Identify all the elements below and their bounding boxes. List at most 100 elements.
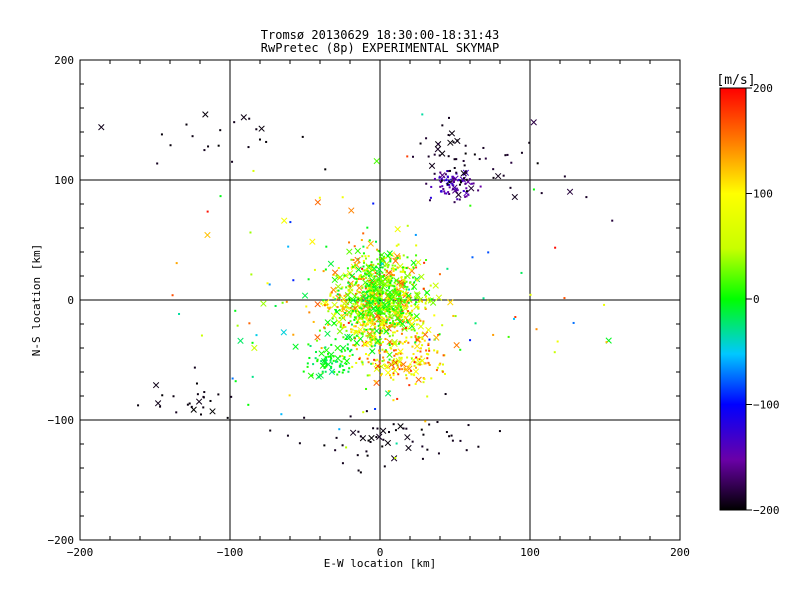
echo-dot-marker xyxy=(421,113,424,116)
echo-dot-marker xyxy=(325,359,328,362)
echo-dot-marker xyxy=(406,224,409,227)
echo-x-marker xyxy=(362,303,369,310)
echo-x-marker xyxy=(428,162,436,169)
echo-dot-marker xyxy=(393,358,396,361)
echo-dot-marker xyxy=(410,304,413,307)
echo-dot-marker xyxy=(384,350,387,353)
echo-dot-marker xyxy=(363,305,366,308)
echo-dot-marker xyxy=(367,318,370,321)
echo-dot-marker xyxy=(219,129,222,132)
echo-dot-marker xyxy=(363,330,366,333)
echo-x-marker xyxy=(397,348,404,355)
echo-dot-marker xyxy=(477,445,480,448)
echo-dot-marker xyxy=(399,306,402,309)
echo-x-marker xyxy=(344,292,352,299)
echo-dot-marker xyxy=(422,381,425,384)
echo-dot-marker xyxy=(426,395,429,398)
echo-dot-marker xyxy=(336,289,339,292)
echo-dot-marker xyxy=(403,301,406,304)
echo-x-marker xyxy=(346,270,354,277)
echo-dot-marker xyxy=(415,338,418,341)
colorbar xyxy=(719,87,747,511)
echo-x-marker xyxy=(376,266,383,273)
echo-dot-marker xyxy=(372,282,375,285)
echo-dot-marker xyxy=(328,307,331,310)
echo-dot-marker xyxy=(364,311,367,314)
echo-dot-marker xyxy=(459,348,462,351)
echo-dot-marker xyxy=(413,361,416,364)
echo-dot-marker xyxy=(416,349,419,352)
echo-dot-marker xyxy=(372,301,375,304)
echo-dot-marker xyxy=(416,292,419,295)
echo-dot-marker xyxy=(347,321,350,324)
echo-dot-marker xyxy=(375,363,378,366)
echo-x-marker xyxy=(394,309,402,316)
echo-dot-marker xyxy=(334,360,337,363)
echo-dot-marker xyxy=(366,454,369,457)
echo-dot-marker xyxy=(351,309,354,312)
echo-dot-marker xyxy=(369,340,372,343)
echo-x-marker xyxy=(343,357,351,365)
echo-dot-marker xyxy=(363,261,366,264)
echo-dot-marker xyxy=(374,297,377,300)
echo-dot-marker xyxy=(368,316,371,319)
echo-dot-marker xyxy=(372,331,375,334)
echo-x-marker xyxy=(362,341,369,348)
echo-dot-marker xyxy=(390,279,393,282)
echo-dot-marker xyxy=(394,268,397,271)
echo-x-marker xyxy=(202,111,209,118)
echo-dot-marker xyxy=(381,271,384,274)
echo-dot-marker xyxy=(392,292,395,295)
echo-x-marker xyxy=(376,433,383,440)
echo-dot-marker xyxy=(388,342,391,345)
echo-dot-marker xyxy=(369,336,372,339)
echo-dot-marker xyxy=(361,324,364,327)
echo-dot-marker xyxy=(360,300,363,303)
echo-dot-marker xyxy=(385,321,388,324)
echo-dot-marker xyxy=(396,266,399,269)
echo-dot-marker xyxy=(430,298,433,301)
echo-dot-marker xyxy=(528,141,531,144)
echo-x-marker xyxy=(495,172,502,180)
echo-dot-marker xyxy=(381,302,384,305)
echo-dot-marker xyxy=(324,268,327,271)
echo-dot-marker xyxy=(362,232,365,235)
echo-dot-marker xyxy=(340,322,343,325)
echo-dot-marker xyxy=(353,306,356,309)
echo-dot-marker xyxy=(419,363,422,366)
echo-dot-marker xyxy=(405,288,408,291)
echo-dot-marker xyxy=(382,438,385,441)
echo-x-marker xyxy=(347,285,354,292)
echo-dot-marker xyxy=(367,279,370,282)
echo-dot-marker xyxy=(419,350,422,353)
echo-dot-marker xyxy=(404,327,407,330)
echo-dot-marker xyxy=(353,318,356,321)
echo-dot-marker xyxy=(324,168,327,171)
echo-dot-marker xyxy=(406,266,409,269)
echo-dot-marker xyxy=(286,434,289,437)
echo-dot-marker xyxy=(309,344,312,347)
echo-dot-marker xyxy=(379,327,382,330)
echo-dot-marker xyxy=(353,309,356,312)
echo-dot-marker xyxy=(265,140,268,143)
echo-dot-marker xyxy=(383,327,386,330)
echo-dot-marker xyxy=(362,269,365,272)
echo-x-marker xyxy=(314,334,321,341)
echo-dot-marker xyxy=(362,411,365,414)
echo-dot-marker xyxy=(381,360,384,363)
echo-dot-marker xyxy=(405,374,408,377)
echo-dot-marker xyxy=(390,305,393,308)
echo-dot-marker xyxy=(510,161,513,164)
echo-dot-marker xyxy=(443,192,446,195)
echo-dot-marker xyxy=(365,450,368,453)
echo-dot-marker xyxy=(385,289,388,292)
echo-dot-marker xyxy=(358,314,361,317)
echo-dot-marker xyxy=(370,362,373,365)
echo-x-marker xyxy=(354,247,361,255)
echo-x-marker xyxy=(280,329,287,336)
echo-dot-marker xyxy=(402,254,405,257)
echo-dot-marker xyxy=(375,240,378,243)
echo-dot-marker xyxy=(411,309,414,312)
y-tick-label: 200 xyxy=(54,54,74,67)
echo-dot-marker xyxy=(403,285,406,288)
